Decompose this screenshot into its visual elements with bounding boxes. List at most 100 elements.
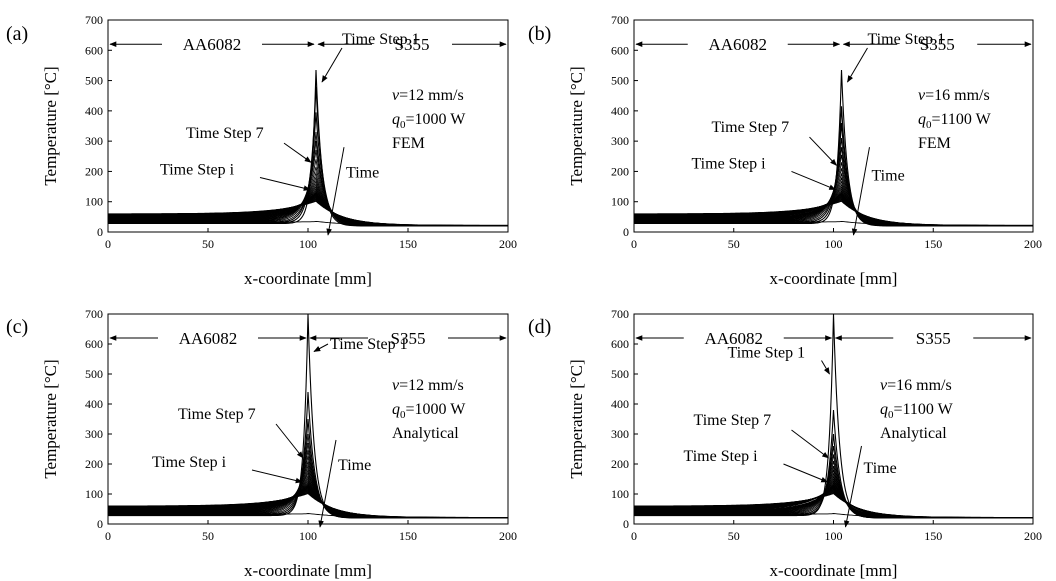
- velocity-value: =16 mm/s: [887, 377, 952, 394]
- time-label: Time: [871, 168, 904, 185]
- x-tick-label: 150: [399, 529, 417, 543]
- y-axis-label: Temperature [°C]: [41, 359, 60, 478]
- x-tick-label: 50: [728, 529, 740, 543]
- y-axis-label: Temperature [°C]: [567, 359, 586, 478]
- temperature-curve-final: [108, 220, 508, 227]
- x-tick-label: 0: [631, 529, 637, 543]
- y-tick-label: 100: [611, 487, 629, 501]
- x-tick-label: 100: [825, 237, 843, 251]
- temperature-curve: [108, 493, 508, 518]
- y-tick-label: 600: [85, 43, 103, 57]
- y-tick-label: 200: [85, 457, 103, 471]
- time-step-1-label: Time Step 1: [342, 31, 420, 48]
- x-axis-label: x-coordinate [mm]: [244, 269, 372, 288]
- velocity-param: v=12 mm/s: [392, 87, 464, 104]
- time-step-7-arrow: [809, 136, 837, 166]
- time-step-i-label: Time Step i: [684, 448, 759, 465]
- time-step-1-arrow: [821, 360, 830, 375]
- time-step-i-arrow: [783, 463, 829, 483]
- velocity-symbol: v: [392, 87, 400, 104]
- y-tick-label: 100: [85, 195, 103, 209]
- y-tick-label: 500: [85, 367, 103, 381]
- velocity-symbol: v: [880, 377, 888, 394]
- power-value: =1000 W: [406, 401, 467, 418]
- velocity-param: v=12 mm/s: [392, 377, 464, 394]
- x-tick-label: 50: [728, 237, 740, 251]
- y-tick-label: 600: [85, 337, 103, 351]
- y-tick-label: 0: [623, 225, 629, 239]
- time-arrow: [326, 147, 345, 236]
- y-tick-label: 200: [85, 164, 103, 178]
- y-tick-label: 700: [611, 13, 629, 27]
- y-tick-label: 100: [611, 195, 629, 209]
- power-param: q0=1000 W: [392, 401, 466, 421]
- time-arrow: [851, 147, 870, 236]
- time-step-i-label: Time Step i: [691, 155, 766, 172]
- x-tick-label: 100: [299, 237, 317, 251]
- region-label-aa6082: AA6082: [183, 35, 242, 54]
- x-axis-label: x-coordinate [mm]: [770, 561, 898, 580]
- y-tick-label: 500: [611, 367, 629, 381]
- temperature-curve: [108, 86, 508, 227]
- region-label-aa6082: AA6082: [704, 329, 763, 348]
- time-label: Time: [338, 457, 371, 474]
- panel-label: (b): [528, 23, 551, 45]
- time-step-7-arrow: [275, 423, 304, 459]
- curves: [634, 314, 1033, 519]
- y-tick-label: 600: [611, 43, 629, 57]
- time-step-i-label: Time Step i: [152, 454, 227, 471]
- power-subscript: 0: [400, 119, 406, 131]
- y-tick-label: 200: [611, 457, 629, 471]
- x-tick-label: 200: [1024, 237, 1042, 251]
- y-tick-label: 500: [85, 74, 103, 88]
- velocity-symbol: v: [392, 377, 400, 394]
- temperature-curve: [634, 138, 1033, 227]
- velocity-value: =12 mm/s: [399, 87, 464, 104]
- time-step-i-arrow: [259, 176, 311, 191]
- method-label: Analytical: [392, 425, 459, 442]
- method-label: FEM: [918, 135, 951, 152]
- curves: [634, 69, 1033, 227]
- time-step-1-arrow: [847, 47, 868, 83]
- region-label-s355: S355: [391, 329, 426, 348]
- power-symbol: q: [392, 111, 400, 128]
- time-arrow: [318, 439, 337, 528]
- y-tick-label: 600: [611, 337, 629, 351]
- time-step-7-label: Time Step 7: [186, 125, 264, 142]
- time-step-1-label: Time Step 1: [330, 336, 408, 353]
- y-tick-label: 700: [85, 307, 103, 321]
- time-step-7-label: Time Step 7: [178, 406, 256, 423]
- x-tick-label: 200: [499, 529, 517, 543]
- velocity-value: =16 mm/s: [925, 87, 990, 104]
- x-tick-label: 100: [825, 529, 843, 543]
- curves: [108, 69, 508, 227]
- temperature-curve-final: [634, 513, 1033, 519]
- time-step-i-arrow: [251, 469, 303, 484]
- x-tick-label: 150: [399, 237, 417, 251]
- panel-label: (c): [6, 316, 28, 338]
- x-axis-label: x-coordinate [mm]: [244, 561, 372, 580]
- time-step-1-arrow: [321, 47, 343, 83]
- power-symbol: q: [392, 401, 400, 418]
- power-symbol: q: [918, 111, 926, 128]
- chart-panel-1: (a) 0 50 100 150 200 0 100 200 300 400 500 600 700 x-c…: [6, 13, 517, 288]
- x-tick-label: 0: [631, 237, 637, 251]
- y-tick-label: 400: [85, 104, 103, 118]
- x-tick-label: 150: [924, 237, 942, 251]
- power-value: =1000 W: [406, 111, 467, 128]
- time-step-1-label: Time Step 1: [728, 345, 806, 362]
- time-step-1-arrow: [313, 343, 329, 352]
- temperature-curve: [634, 200, 1033, 226]
- time-step-7-label: Time Step 7: [711, 119, 789, 136]
- region-label-aa6082: AA6082: [708, 35, 767, 54]
- y-tick-label: 300: [611, 134, 629, 148]
- y-tick-label: 0: [623, 517, 629, 531]
- power-subscript: 0: [400, 409, 406, 421]
- x-tick-label: 0: [105, 237, 111, 251]
- method-label: FEM: [392, 135, 425, 152]
- y-axis-label: Temperature [°C]: [567, 66, 586, 185]
- x-tick-label: 200: [1024, 529, 1042, 543]
- region-label-aa6082: AA6082: [179, 329, 238, 348]
- temperature-curve: [108, 200, 508, 226]
